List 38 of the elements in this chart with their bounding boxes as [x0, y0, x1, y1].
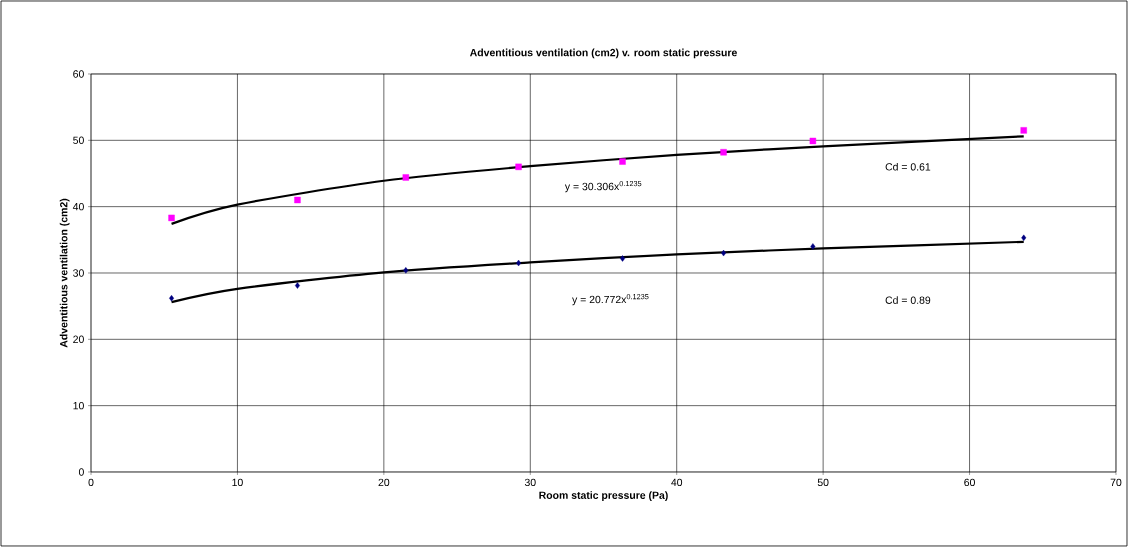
y-tick-label: 20 — [73, 335, 84, 344]
point — [1021, 234, 1027, 242]
x-tick-label: 20 — [378, 478, 390, 487]
point — [620, 255, 625, 262]
point — [516, 259, 522, 267]
point — [294, 196, 301, 204]
x-axis-title: Room static pressure (Pa) — [539, 491, 668, 501]
point — [402, 174, 410, 181]
line-series — [170, 135, 1025, 225]
point — [295, 282, 300, 289]
y-tick-label: 50 — [73, 136, 84, 145]
point — [403, 267, 409, 274]
annotation: Cd = 0.61 — [885, 162, 931, 171]
point — [515, 163, 522, 171]
chart-title: Adventitious ventilation (cm2) v. room static pressure — [469, 48, 737, 59]
y-tick-label: 10 — [73, 401, 84, 410]
point — [721, 249, 727, 257]
y-axis-title: Adventitious ventilation (cm2) — [59, 198, 70, 348]
x-tick-label: 40 — [671, 478, 683, 487]
point — [810, 243, 816, 250]
y-tick-label: 40 — [72, 202, 84, 211]
point — [619, 158, 626, 165]
annotation: y = 30.306x$^{0.1235}$ — [564, 181, 642, 193]
y-tick-label: 60 — [73, 70, 84, 78]
annotation: y = 20.772x$^{0.1235}$ — [572, 294, 649, 306]
x-tick-label: 0 — [88, 478, 94, 487]
annotation: Cd = 0.89 — [885, 296, 931, 304]
x-tick-label: 30 — [524, 478, 536, 487]
x-tick-label: 10 — [232, 478, 243, 487]
point — [720, 149, 727, 156]
point — [168, 214, 175, 222]
point — [1020, 127, 1027, 134]
x-tick-label: 60 — [964, 478, 975, 487]
point — [809, 137, 817, 145]
y-tick-label: 30 — [73, 269, 84, 277]
x-tick-label: 50 — [817, 478, 829, 487]
y-tick-label: 0 — [78, 468, 84, 476]
x-tick-label: 70 — [1110, 478, 1122, 487]
